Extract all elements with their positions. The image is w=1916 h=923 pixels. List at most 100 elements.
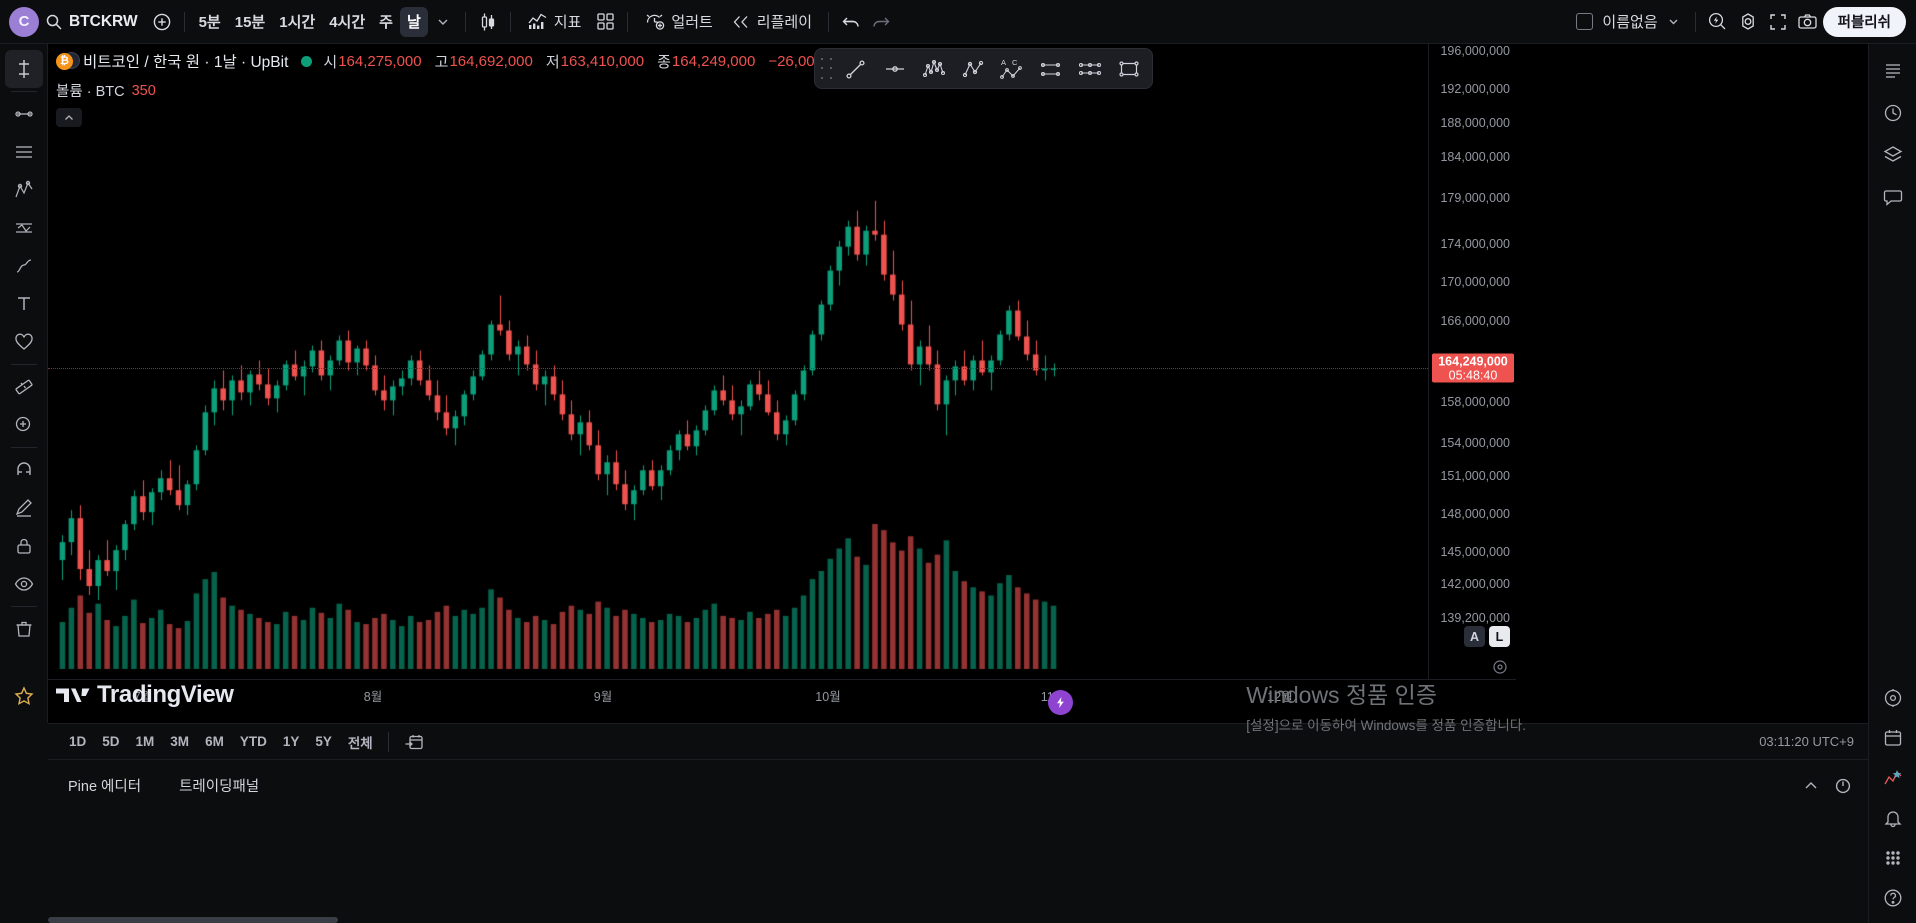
camera-icon[interactable] <box>1793 7 1823 37</box>
favorites-star-icon[interactable] <box>5 677 43 715</box>
chart-area[interactable]: ₿ 비트코인 / 한국 원 · 1날 · UpBit 시 164,275,000… <box>48 44 1868 723</box>
chevron-down-icon[interactable] <box>428 7 458 37</box>
timeframe-15m[interactable]: 15분 <box>234 14 266 31</box>
templates-icon[interactable] <box>590 7 620 37</box>
horizontal-lines-icon[interactable] <box>5 133 43 171</box>
screener-icon[interactable] <box>1874 759 1912 797</box>
calendar-icon[interactable] <box>1874 719 1912 757</box>
price-tick-label: 154,000,000 <box>1440 436 1510 450</box>
undo-arrow-icon[interactable] <box>836 7 866 37</box>
range-ytd[interactable]: YTD <box>239 734 267 749</box>
magnet-icon[interactable] <box>5 451 43 489</box>
range-1y[interactable]: 1Y <box>282 734 300 749</box>
legend-symbol-title[interactable]: 비트코인 / 한국 원 · 1날 · UpBit <box>83 54 289 71</box>
zoom-in-icon[interactable] <box>5 406 43 444</box>
chevron-up-icon[interactable] <box>1802 777 1820 795</box>
drawing-mode-icon[interactable] <box>5 489 43 527</box>
trash-icon[interactable] <box>5 610 43 648</box>
timeframe-5m[interactable]: 5분 <box>198 14 221 31</box>
watchlist-icon[interactable] <box>1874 52 1912 90</box>
measure-ruler-icon[interactable] <box>5 368 43 406</box>
chart-canvas[interactable] <box>48 44 1428 679</box>
timeframe-week[interactable]: 주 <box>379 14 393 31</box>
symbol-search-button[interactable]: BTCKRW <box>39 7 147 37</box>
time-tick-label: 8월 <box>363 690 383 704</box>
timeframe-4h[interactable]: 4시간 <box>329 14 366 31</box>
ideas-icon[interactable] <box>1874 679 1912 717</box>
range-1d[interactable]: 1D <box>69 734 87 749</box>
range-5y[interactable]: 5Y <box>315 734 332 749</box>
alerts-clock-icon[interactable] <box>1874 94 1912 132</box>
time-axis[interactable]: 7월8월9월10월11월12월 <box>48 679 1516 705</box>
path-icon[interactable] <box>1071 52 1109 85</box>
drag-handle[interactable] <box>819 56 834 82</box>
current-price-value: 164,249,000 <box>1438 354 1508 369</box>
publish-button[interactable]: 퍼블리쉬 <box>1822 6 1906 37</box>
notification-bell-icon[interactable] <box>1874 799 1912 837</box>
legend-ohlc: 시 164,275,000 고 164,692,000 저 163,410,00… <box>323 51 888 72</box>
price-tick-label: 166,000,000 <box>1440 314 1510 328</box>
floating-drawing-toolbar[interactable]: A C <box>814 48 1153 89</box>
range-1m[interactable]: 1M <box>135 734 155 749</box>
lock-icon[interactable] <box>5 527 43 565</box>
range-all[interactable]: 전체 <box>347 735 373 751</box>
hide-drawings-icon[interactable] <box>5 565 43 603</box>
gear-icon[interactable] <box>1492 659 1508 675</box>
collapse-legend-button[interactable] <box>56 108 82 127</box>
alert-button[interactable]: 얼러트 <box>635 7 721 37</box>
divider <box>10 364 37 365</box>
time-tick-label: 10월 <box>815 690 841 704</box>
add-symbol-button[interactable] <box>147 7 177 37</box>
apps-grid-icon[interactable] <box>1874 839 1912 877</box>
chart-clock[interactable]: 03:11:20 UTC+9 <box>1759 734 1868 749</box>
range-6m[interactable]: 6M <box>205 734 224 749</box>
log-scale-button[interactable]: L <box>1489 626 1510 647</box>
text-icon[interactable] <box>5 285 43 323</box>
gear-icon[interactable] <box>1733 7 1763 37</box>
fib-retracement-icon[interactable] <box>5 171 43 209</box>
rectangle-icon[interactable] <box>1110 52 1148 85</box>
trend-line-icon[interactable] <box>837 52 875 85</box>
abcd-pattern-icon[interactable]: A C <box>993 52 1031 85</box>
ohlc-high-value: 164,692,000 <box>449 52 533 70</box>
auto-scale-button[interactable]: A <box>1464 626 1485 647</box>
cross-cursor-icon[interactable] <box>4 50 43 88</box>
indicators-button[interactable]: 지표 <box>518 7 591 37</box>
horizontal-scrollbar[interactable] <box>48 917 338 923</box>
price-tick-label: 139,200,000 <box>1440 611 1510 625</box>
avatar[interactable]: C <box>9 6 39 37</box>
elliott-impulse-wave-icon[interactable] <box>915 52 953 85</box>
flat-top-bottom-icon[interactable] <box>1032 52 1070 85</box>
data-window-icon[interactable] <box>1874 136 1912 174</box>
go-to-date-icon[interactable] <box>396 729 432 755</box>
layout-name-label: 이름없음 <box>1602 14 1658 31</box>
left-drawing-toolbar <box>0 44 48 723</box>
timeframe-day[interactable]: 날 <box>399 6 428 37</box>
maximize-panel-icon[interactable] <box>1834 777 1852 795</box>
ohlc-low-key: 저 <box>545 53 560 71</box>
brush-icon[interactable] <box>5 247 43 285</box>
pine-editor-tab[interactable]: Pine 에디터 <box>68 779 142 795</box>
candlestick-icon[interactable] <box>473 7 503 37</box>
trend-line-icon[interactable] <box>5 95 43 133</box>
fullscreen-icon[interactable] <box>1763 7 1793 37</box>
range-5d[interactable]: 5D <box>102 734 120 749</box>
redo-arrow-icon[interactable] <box>866 7 896 37</box>
horizontal-ray-icon[interactable] <box>876 52 914 85</box>
layout-name-button[interactable]: 이름없음 <box>1568 7 1687 37</box>
top-toolbar: C BTCKRW 5분 15분 1시간 4시간 주 날 <box>0 0 1916 44</box>
pitchfork-icon[interactable] <box>954 52 992 85</box>
help-circle-icon[interactable] <box>1874 879 1912 917</box>
chat-bubble-icon[interactable] <box>1874 178 1912 216</box>
realtime-badge[interactable] <box>1048 690 1073 715</box>
price-axis[interactable]: 196,000,000 192,000,000 188,000,000 184,000… <box>1428 44 1516 679</box>
range-3m[interactable]: 3M <box>170 734 190 749</box>
replay-button[interactable]: 리플레이 <box>722 7 821 37</box>
emoji-icon[interactable] <box>5 323 43 361</box>
timeframe-1h[interactable]: 1시간 <box>279 14 316 31</box>
main-chart-pane[interactable] <box>48 44 1428 679</box>
price-tick-label: 179,000,000 <box>1440 191 1510 205</box>
trading-panel-tab[interactable]: 트레이딩패널 <box>179 779 260 795</box>
pattern-icon[interactable] <box>5 209 43 247</box>
lightning-search-icon[interactable] <box>1703 7 1733 37</box>
